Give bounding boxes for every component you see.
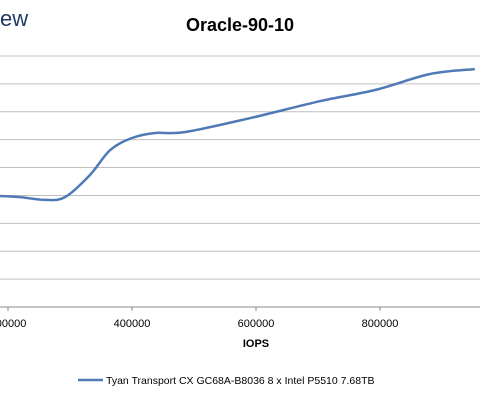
x-tick-label: 200000 — [0, 318, 26, 330]
chart-title: Oracle-90-10 — [186, 15, 294, 35]
line-series — [0, 67, 475, 202]
x-tick-label: 800000 — [362, 318, 399, 330]
x-tick-label: 400000 — [114, 318, 151, 330]
x-axis-label: IOPS — [243, 338, 269, 350]
legend-label: Tyan Transport CX GC68A-B8036 8 x Intel … — [106, 375, 374, 387]
x-tick-label: 600000 — [238, 318, 275, 330]
logo-text: ew — [0, 6, 28, 31]
